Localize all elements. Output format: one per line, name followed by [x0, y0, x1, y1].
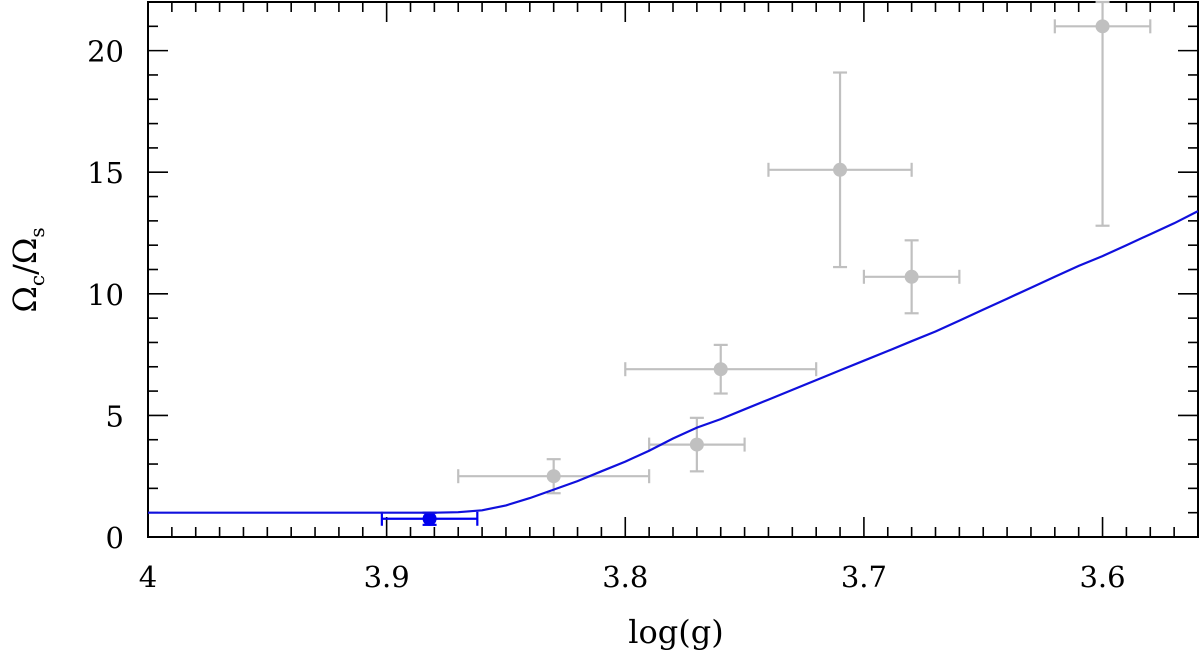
gray-data-point: [833, 162, 848, 177]
gray-data-point: [689, 437, 704, 452]
y-title-slash: /: [6, 264, 44, 275]
x-tick-label: 3.8: [602, 560, 648, 594]
plot-frame: [147, 1, 1199, 538]
gray-data-point: [904, 269, 919, 284]
gray-data-point-group: [767, 71, 913, 269]
y-tick-label: 10: [87, 278, 124, 312]
y-title-sub-1: c: [25, 275, 49, 286]
y-title-omega-1: Ω: [6, 286, 44, 313]
x-axis-title: log(g): [628, 613, 723, 651]
y-tick-label: 15: [87, 156, 124, 190]
ticks: [147, 1, 1199, 538]
x-tick-label: 4: [139, 560, 157, 594]
y-axis-title: Ωc/Ωs: [6, 227, 49, 312]
gray-data-point: [1095, 19, 1110, 34]
gray-data-point-group: [1053, 0, 1152, 227]
y-title-sub-2: s: [25, 227, 49, 237]
x-tick-label: 3.9: [364, 560, 410, 594]
y-tick-label: 20: [87, 35, 124, 69]
gray-data-point: [546, 469, 561, 484]
y-title-omega-2: Ω: [6, 238, 44, 265]
series-layer: [148, 0, 1199, 526]
gray-data-point-group: [457, 458, 651, 495]
y-tick-label: 5: [106, 399, 124, 433]
x-tick-label: 3.6: [1079, 560, 1125, 594]
blue-data-point-group: [380, 511, 479, 526]
axes-frame: [147, 1, 1199, 538]
model-curve: [148, 210, 1199, 514]
blue-data-point: [422, 511, 437, 526]
gray-data-point-group: [648, 416, 746, 473]
x-tick-label: 3.7: [841, 560, 887, 594]
gray-data-point-group: [624, 343, 818, 395]
gray-data-point: [713, 362, 728, 377]
y-tick-label: 0: [106, 521, 124, 555]
gray-data-point-group: [862, 239, 961, 315]
tick-labels: 4 3.9 3.8 3.7 3.6 0 5 10 15 20: [87, 35, 1126, 594]
